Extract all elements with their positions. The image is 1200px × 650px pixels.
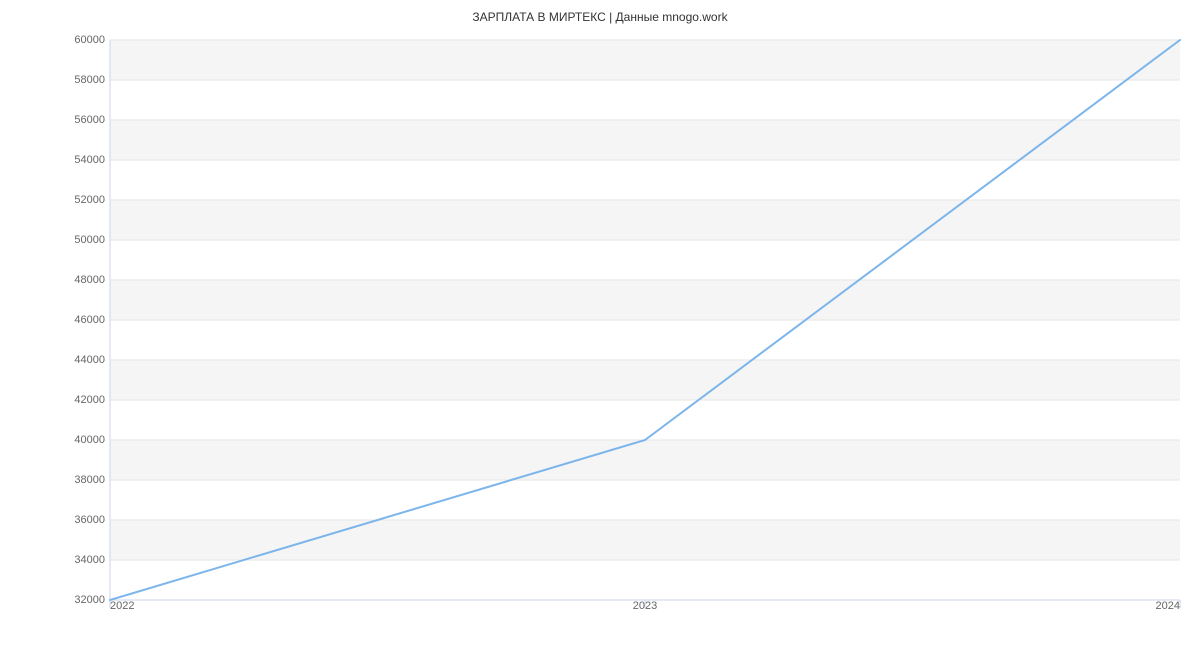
x-axis-labels: 2022 2023 2024 (110, 600, 1180, 620)
x-tick-label: 2024 (1156, 600, 1180, 612)
y-tick-label: 60000 (74, 34, 105, 46)
y-tick-label: 46000 (74, 314, 105, 326)
y-tick-label: 38000 (74, 474, 105, 486)
y-tick-label: 56000 (74, 114, 105, 126)
x-tick-label: 2022 (110, 600, 134, 612)
y-tick-label: 42000 (74, 394, 105, 406)
y-tick-label: 40000 (74, 434, 105, 446)
y-axis-labels: 3200034000360003800040000420004400046000… (60, 40, 105, 600)
y-tick-label: 58000 (74, 74, 105, 86)
y-tick-label: 54000 (74, 154, 105, 166)
y-tick-label: 52000 (74, 194, 105, 206)
y-tick-label: 44000 (74, 354, 105, 366)
y-tick-label: 48000 (74, 274, 105, 286)
chart-container: 3200034000360003800040000420004400046000… (110, 40, 1180, 600)
chart-plot (110, 40, 1180, 600)
y-tick-label: 34000 (74, 554, 105, 566)
chart-title: ЗАРПЛАТА В МИРТЕКС | Данные mnogo.work (0, 0, 1200, 24)
y-tick-label: 32000 (74, 594, 105, 606)
x-tick-label: 2023 (633, 600, 657, 612)
y-tick-label: 50000 (74, 234, 105, 246)
y-tick-label: 36000 (74, 514, 105, 526)
